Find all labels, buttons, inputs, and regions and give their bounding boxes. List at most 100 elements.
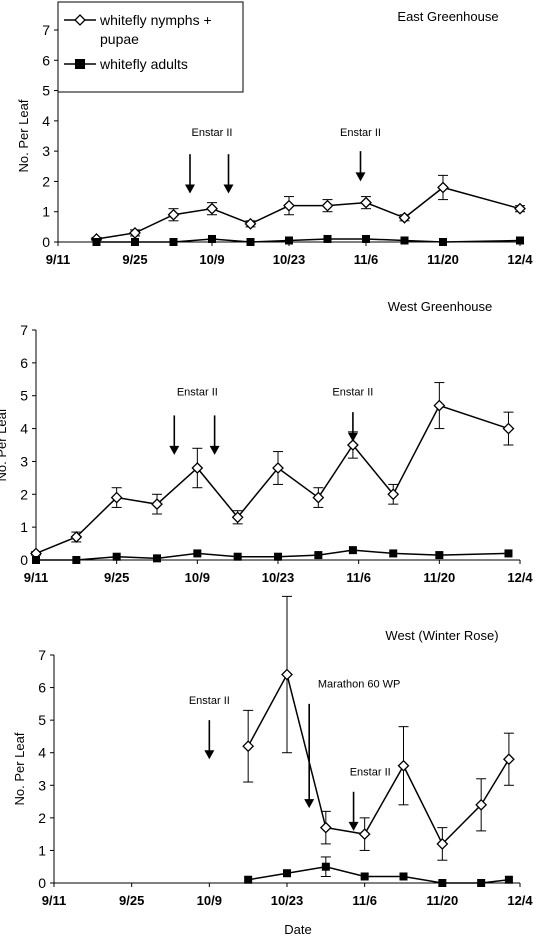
y-tick-label-0: 0 xyxy=(20,552,28,568)
x-axis-label: Date xyxy=(284,922,311,937)
point-adults-4 xyxy=(193,549,202,558)
point-adults-8 xyxy=(400,236,409,245)
legend-label-nymphs-line2: pupae xyxy=(100,31,139,47)
chart-panel-east-greenhouse: East Greenhouse 0 1 2 3 4 5 6 7 No. Per Leaf 9/11 9… xyxy=(16,9,533,267)
y-tick-label-1: 1 xyxy=(38,842,46,858)
chart-title: West Greenhouse xyxy=(388,299,493,314)
x-tick-label-3: 10/23 xyxy=(271,893,304,908)
x-tick-label-5: 11/20 xyxy=(427,252,459,267)
open-diamond-icon xyxy=(74,14,86,26)
point-nymphs-7 xyxy=(312,491,325,504)
point-adults-0 xyxy=(92,238,101,246)
point-nymphs-8 xyxy=(398,211,411,224)
x-tick-label-0: 9/11 xyxy=(42,893,67,908)
chart-title: East Greenhouse xyxy=(397,9,498,24)
legend-label-adults: whitefly adults xyxy=(99,56,188,72)
annotation-label-1: Enstar II xyxy=(340,127,381,139)
y-tick-label-2: 2 xyxy=(38,810,46,826)
y-tick-label-5: 5 xyxy=(38,712,46,728)
y-tick-label-4: 4 xyxy=(38,745,46,761)
point-nymphs-10 xyxy=(433,399,446,412)
annotation-arrow-2-0-head xyxy=(348,821,359,831)
point-nymphs-3 xyxy=(358,828,371,841)
series-line-nymphs xyxy=(96,186,521,240)
x-tick-label-1: 9/25 xyxy=(104,570,129,585)
point-adults-5 xyxy=(438,879,447,887)
y-tick-label-2: 2 xyxy=(20,486,28,502)
point-nymphs-0 xyxy=(242,740,255,753)
y-tick-label-1: 1 xyxy=(20,519,28,535)
annotation-label-0: Enstar II xyxy=(192,127,233,139)
y-tick-label-5: 5 xyxy=(42,83,50,99)
annotation-arrow-0-0-head xyxy=(185,184,195,194)
y-tick-label-6: 6 xyxy=(42,52,50,68)
point-nymphs-3 xyxy=(151,498,163,511)
annotation-label-0: Enstar II xyxy=(177,387,218,399)
point-nymphs-1 xyxy=(70,531,83,543)
point-nymphs-5 xyxy=(283,199,295,212)
point-nymphs-10 xyxy=(514,202,526,215)
annotation-arrow-1-0-head xyxy=(355,172,366,182)
series-line-adults xyxy=(36,549,509,561)
point-adults-5 xyxy=(233,552,242,561)
point-adults-11 xyxy=(504,549,513,558)
legend-entry-nymphs: whitefly nymphs + pupae xyxy=(64,12,212,47)
point-adults-0 xyxy=(32,556,40,564)
point-nymphs-5 xyxy=(231,511,244,524)
x-tick-label-1: 9/25 xyxy=(119,893,144,908)
x-tick-label-0: 9/11 xyxy=(46,252,71,267)
x-tick-label-5: 11/20 xyxy=(423,570,455,585)
x-tick-label-3: 10/23 xyxy=(273,252,306,267)
point-adults-6 xyxy=(274,552,282,561)
y-tick-label-7: 7 xyxy=(42,22,50,38)
annotation-arrow-0-1-head xyxy=(209,445,220,455)
y-tick-label-3: 3 xyxy=(38,777,46,793)
legend-entry-adults: whitefly adults xyxy=(64,56,188,72)
point-nymphs-9 xyxy=(387,488,400,501)
point-nymphs-1 xyxy=(281,668,293,681)
point-adults-5 xyxy=(285,236,293,245)
annotation-label-1: Enstar II xyxy=(332,387,373,399)
chart-panel-west-winter-rose: West (Winter Rose) 0 1 2 3 4 5 6 7 No. Per Leaf 9/… xyxy=(12,595,533,908)
x-tick-label-6: 12/4 xyxy=(507,570,533,585)
x-tick-label-4: 11/6 xyxy=(354,252,379,267)
x-tick-label-4: 11/6 xyxy=(346,570,371,585)
y-axis-label: No. Per Leaf xyxy=(12,732,27,805)
y-axis-label: No. Per Leaf xyxy=(16,99,31,172)
point-nymphs-3 xyxy=(206,202,218,215)
y-axis-label: No. Per Leaf xyxy=(0,408,9,481)
x-tick-label-3: 10/23 xyxy=(262,570,295,585)
point-adults-2 xyxy=(321,862,330,871)
point-nymphs-1 xyxy=(129,226,141,239)
point-adults-4 xyxy=(246,238,255,246)
point-nymphs-6 xyxy=(321,199,334,212)
y-tick-label-6: 6 xyxy=(20,355,28,371)
y-tick-label-7: 7 xyxy=(38,647,46,663)
legend-label-nymphs-line1: whitefly nymphs + xyxy=(99,12,212,28)
y-tick-label-0: 0 xyxy=(38,875,46,891)
annotation-label-2: Enstar II xyxy=(350,767,391,779)
annotation-arrow-0-0-head xyxy=(169,445,180,455)
point-adults-4 xyxy=(399,872,408,881)
point-adults-1 xyxy=(131,238,139,246)
series-line-adults xyxy=(248,865,509,884)
point-adults-3 xyxy=(153,554,161,563)
point-adults-10 xyxy=(435,551,444,560)
x-tick-label-1: 9/25 xyxy=(122,252,147,267)
point-adults-1 xyxy=(283,869,291,878)
point-adults-7 xyxy=(504,875,513,884)
point-adults-1 xyxy=(72,556,81,564)
y-tick-label-4: 4 xyxy=(20,421,28,437)
point-adults-6 xyxy=(477,879,486,887)
point-nymphs-6 xyxy=(475,798,488,811)
point-nymphs-4 xyxy=(397,759,410,772)
point-nymphs-4 xyxy=(191,462,204,474)
series-line-nymphs xyxy=(35,404,509,555)
annotation-arrow-1-0-head xyxy=(347,432,358,442)
y-tick-label-6: 6 xyxy=(38,680,46,696)
y-tick-label-1: 1 xyxy=(42,204,50,220)
y-tick-label-5: 5 xyxy=(20,388,28,404)
point-adults-6 xyxy=(323,234,332,243)
annotation-arrow-0-1-head xyxy=(223,184,234,194)
